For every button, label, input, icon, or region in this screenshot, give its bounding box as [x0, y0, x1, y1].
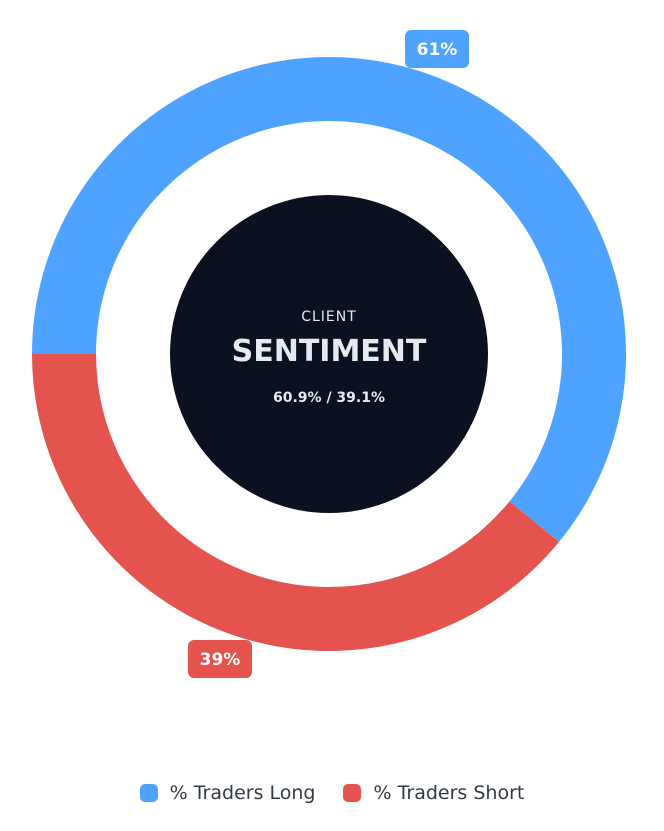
legend-label-short: % Traders Short: [373, 782, 525, 804]
value-label-short: 39%: [200, 650, 241, 670]
legend-item-short[interactable]: % Traders Short: [343, 782, 524, 804]
value-label-long: 61%: [417, 40, 458, 60]
center-ratio: 60.9% / 39.1%: [273, 390, 385, 406]
legend-item-long[interactable]: % Traders Long: [139, 782, 316, 804]
legend-swatch-short: [343, 784, 362, 802]
value-badge-short: 39%: [188, 640, 252, 678]
slice-long[interactable]: [32, 56, 627, 542]
slice-short[interactable]: [32, 354, 560, 651]
center-title: SENTIMENT: [232, 334, 427, 369]
legend-label-long: % Traders Long: [169, 782, 316, 804]
value-badge-bg-long: [405, 30, 469, 68]
donut-svg: CLIENT SENTIMENT 60.9% / 39.1% 61% 39%: [32, 30, 627, 678]
value-badge-long: 61%: [405, 30, 469, 68]
legend: % Traders Long % Traders Short: [0, 782, 664, 804]
center-caption: CLIENT: [301, 309, 357, 325]
value-labels-group: 61% 39%: [188, 30, 469, 678]
slices-group: [32, 56, 627, 651]
center-disc: [170, 195, 488, 513]
legend-swatch-long: [139, 784, 158, 802]
value-badge-bg-short: [188, 640, 252, 678]
